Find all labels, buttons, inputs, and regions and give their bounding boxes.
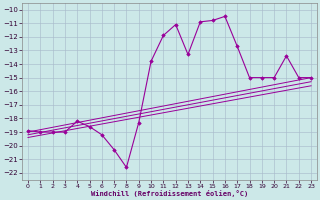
X-axis label: Windchill (Refroidissement éolien,°C): Windchill (Refroidissement éolien,°C)	[91, 190, 248, 197]
